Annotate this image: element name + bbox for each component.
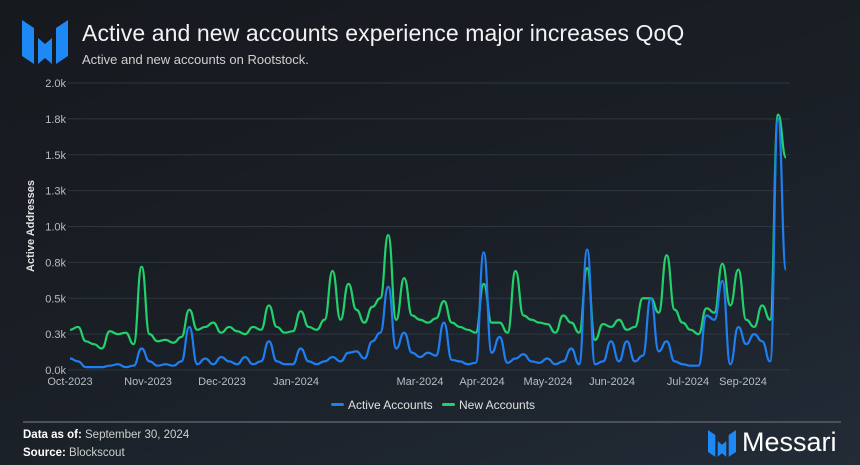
x-tick-label: Sep-2024 bbox=[719, 376, 767, 388]
messari-logo-icon bbox=[22, 20, 68, 64]
data-as-of-value: September 30, 2024 bbox=[85, 429, 190, 441]
x-tick-label: Jun-2024 bbox=[589, 376, 635, 388]
footer-divider bbox=[23, 421, 841, 423]
chart-subtitle: Active and new accounts on Rootstock. bbox=[82, 52, 309, 67]
source-label: Source: bbox=[23, 447, 66, 459]
y-tick-label: 2.0k bbox=[45, 78, 66, 90]
data-as-of: Data as of: September 30, 2024 bbox=[23, 429, 189, 441]
legend-swatch-active bbox=[330, 403, 344, 407]
y-tick-label: 1.8k bbox=[45, 114, 66, 126]
x-tick-label: Nov-2023 bbox=[124, 376, 172, 388]
source: Source: Blockscout bbox=[23, 447, 125, 459]
source-value: Blockscout bbox=[69, 447, 125, 459]
x-tick-label: May-2024 bbox=[524, 376, 573, 388]
x-tick-label: Mar-2024 bbox=[396, 376, 443, 388]
series-line-new-accounts bbox=[69, 113, 788, 350]
series-line-active-accounts bbox=[69, 117, 788, 369]
brand-name: Messari bbox=[742, 427, 837, 457]
y-tick-label: 1.0k bbox=[45, 222, 66, 234]
y-tick-label: 0.5k bbox=[45, 293, 66, 305]
y-axis-label: Active Addresses bbox=[25, 180, 37, 272]
x-tick-label: Jan-2024 bbox=[273, 376, 319, 388]
x-tick-label: Oct-2023 bbox=[47, 376, 92, 388]
legend-label-active[interactable]: Active Accounts bbox=[347, 397, 433, 412]
y-tick-label: 0.3k bbox=[45, 329, 66, 341]
legend-swatch-new bbox=[442, 403, 455, 407]
x-tick-label: Jul-2024 bbox=[667, 376, 709, 388]
legend: Active Accounts New Accounts bbox=[0, 397, 860, 412]
line-chart: 0.0k 0.3k 0.5k 0.8k 1.0k 1.3k 1.5k 1.8k 2.0k Acti… bbox=[25, 78, 790, 388]
y-tick-label: 0.0k bbox=[45, 365, 66, 377]
legend-label-new[interactable]: New Accounts bbox=[459, 397, 536, 412]
chart-title: Active and new accounts experience major… bbox=[82, 20, 685, 46]
y-tick-label: 0.8k bbox=[45, 257, 66, 269]
x-tick-label: Dec-2023 bbox=[198, 376, 246, 388]
data-as-of-label: Data as of: bbox=[23, 429, 82, 441]
messari-brand-icon bbox=[708, 430, 736, 457]
x-tick-label: Apr-2024 bbox=[459, 376, 504, 388]
y-tick-label: 1.5k bbox=[45, 150, 66, 162]
y-tick-label: 1.3k bbox=[45, 186, 66, 198]
